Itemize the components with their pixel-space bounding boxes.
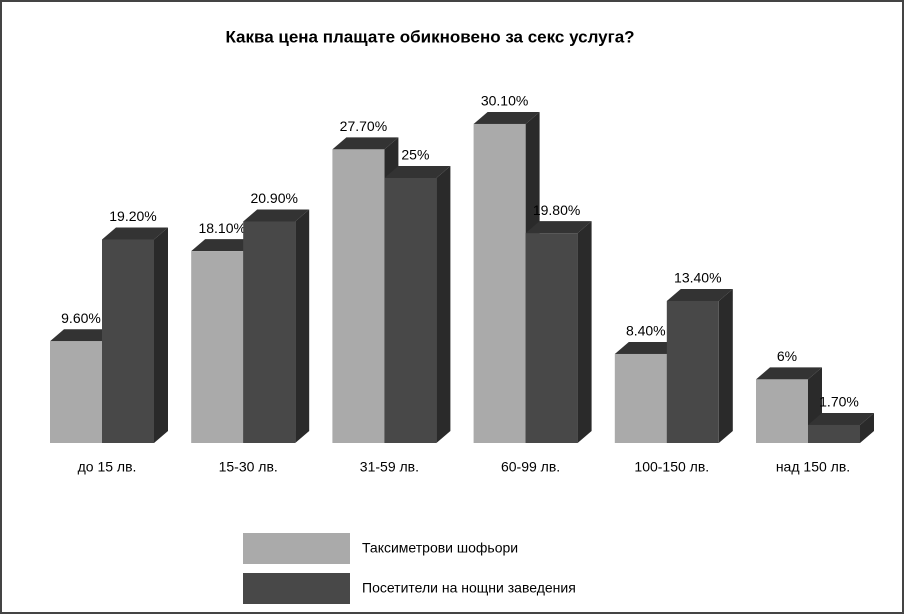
data-label: 30.10% (481, 93, 528, 109)
data-label: 19.20% (109, 208, 156, 224)
bar-side (860, 412, 874, 443)
bar-top (243, 209, 310, 222)
legend-label: Посетители на нощни заведения (362, 580, 576, 596)
bar-side (577, 221, 592, 443)
legend-swatch (243, 533, 350, 564)
x-tick-label: 31-59 лв. (360, 459, 419, 475)
legend-swatch (243, 573, 350, 604)
data-label: 25% (401, 147, 429, 163)
bar (756, 379, 808, 443)
x-tick-label: 60-99 лв. (501, 459, 560, 475)
bar (525, 233, 578, 443)
bar (102, 239, 154, 443)
bar-top (473, 111, 540, 124)
x-tick-label: 15-30 лв. (219, 459, 278, 475)
bar-top (666, 288, 733, 301)
bar-side (295, 209, 310, 443)
bar (332, 149, 385, 443)
bar (384, 178, 437, 443)
chart-title: Каква цена плащате обикновено за секс ус… (225, 27, 634, 46)
bar (666, 300, 719, 443)
data-label: 1.70% (819, 394, 859, 410)
data-label: 6% (777, 348, 797, 364)
bar-top (614, 341, 681, 354)
bar-top (332, 137, 399, 150)
bar-side (154, 227, 168, 443)
bar-top (525, 221, 592, 234)
data-label: 20.90% (250, 190, 297, 206)
data-label: 13.40% (674, 270, 721, 286)
bar (614, 353, 667, 443)
bar-top (191, 239, 258, 252)
data-label: 19.80% (533, 202, 580, 218)
bar (191, 251, 244, 443)
x-tick-label: 100-150 лв. (634, 459, 709, 475)
bar-top (384, 166, 451, 178)
bar (243, 221, 296, 443)
bar (473, 123, 526, 443)
bar-top (756, 367, 822, 380)
x-tick-label: до 15 лв. (78, 459, 137, 475)
bar (808, 424, 860, 443)
data-label: 18.10% (198, 220, 245, 236)
bar (50, 341, 102, 443)
data-label: 8.40% (626, 323, 666, 339)
bar-side (436, 166, 451, 443)
bar-top (102, 227, 168, 240)
data-label: 9.60% (61, 310, 101, 326)
bar-side (718, 288, 733, 443)
bar-top (808, 412, 874, 425)
legend-label: Таксиметрови шофьори (362, 540, 518, 556)
x-tick-label: над 150 лв. (776, 459, 850, 475)
bar-top (50, 329, 116, 342)
data-label: 27.70% (340, 118, 387, 134)
